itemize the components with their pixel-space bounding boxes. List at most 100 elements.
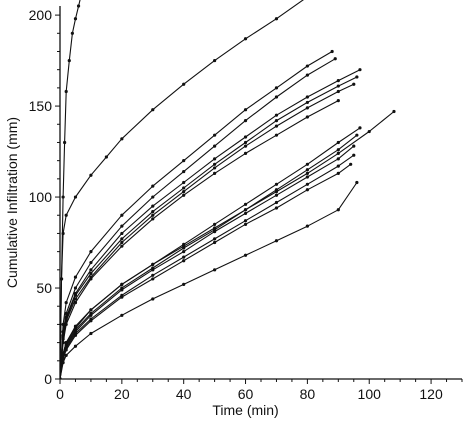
data-point xyxy=(120,237,124,241)
data-point xyxy=(274,113,279,117)
data-point xyxy=(213,237,217,241)
data-point xyxy=(64,348,68,352)
data-point xyxy=(213,166,217,170)
data-point xyxy=(274,188,279,192)
data-point xyxy=(151,184,155,188)
series-14 xyxy=(60,162,353,379)
x-tick-label: 40 xyxy=(176,386,192,402)
data-point xyxy=(89,331,93,336)
data-point xyxy=(274,124,279,128)
data-point xyxy=(73,17,78,21)
data-point xyxy=(151,277,155,281)
data-point xyxy=(151,273,155,277)
data-point xyxy=(60,277,64,281)
data-point xyxy=(76,4,81,8)
data-point xyxy=(151,195,155,199)
data-point xyxy=(305,168,309,172)
data-point xyxy=(151,268,155,272)
data-point xyxy=(151,262,155,266)
x-axis-title: Time (min) xyxy=(212,402,278,418)
series-line xyxy=(60,58,336,379)
data-point xyxy=(120,231,124,236)
data-point xyxy=(243,208,248,212)
data-point xyxy=(213,222,217,226)
x-tick-label: 0 xyxy=(56,386,64,402)
data-point xyxy=(89,173,93,177)
data-point xyxy=(213,230,217,234)
series-7 xyxy=(60,82,356,379)
data-point xyxy=(243,211,248,216)
data-point xyxy=(336,157,340,161)
data-point xyxy=(305,162,309,166)
series-layer xyxy=(60,0,396,379)
data-point xyxy=(67,58,71,63)
data-point xyxy=(355,75,359,79)
data-point xyxy=(352,153,356,157)
data-point xyxy=(305,95,309,99)
data-point xyxy=(243,219,248,223)
data-point xyxy=(336,164,340,168)
data-point xyxy=(358,126,362,130)
data-point xyxy=(151,217,155,221)
data-point xyxy=(367,129,371,134)
y-tick-label: 150 xyxy=(29,98,53,114)
data-point xyxy=(243,222,248,226)
data-point xyxy=(73,195,78,199)
data-point xyxy=(243,119,248,123)
series-12 xyxy=(60,144,356,379)
data-point xyxy=(120,313,124,317)
data-point xyxy=(336,99,340,103)
data-point xyxy=(73,324,78,328)
data-point xyxy=(213,157,217,161)
data-point xyxy=(64,322,68,327)
series-line xyxy=(60,163,352,379)
data-point xyxy=(151,210,155,214)
data-point xyxy=(392,109,396,114)
data-point xyxy=(120,240,124,245)
data-point xyxy=(336,208,340,212)
data-point xyxy=(120,295,124,299)
data-point xyxy=(73,293,78,297)
series-line xyxy=(60,76,358,379)
data-point xyxy=(274,95,279,99)
data-point xyxy=(274,86,279,90)
data-point xyxy=(243,135,248,139)
data-point xyxy=(61,341,65,345)
data-point xyxy=(73,344,78,348)
series-5 xyxy=(60,68,362,379)
data-point xyxy=(243,202,248,206)
data-point xyxy=(89,268,93,272)
data-point xyxy=(336,148,340,152)
series-15 xyxy=(60,180,359,379)
data-point xyxy=(336,140,340,145)
data-point xyxy=(243,151,248,155)
data-point xyxy=(120,137,124,141)
y-tick-label: 200 xyxy=(29,7,53,23)
data-point xyxy=(182,242,186,246)
data-point xyxy=(182,189,186,194)
x-tick-label: 20 xyxy=(114,386,130,402)
data-point xyxy=(182,82,186,86)
data-point xyxy=(182,169,186,174)
data-point xyxy=(89,308,93,312)
data-point xyxy=(182,255,186,259)
series-6 xyxy=(60,75,359,379)
series-11 xyxy=(60,133,359,379)
data-point xyxy=(349,162,353,166)
data-point xyxy=(333,57,337,61)
series-line xyxy=(60,83,355,379)
data-point xyxy=(274,133,279,137)
data-point xyxy=(305,175,309,179)
data-point xyxy=(336,151,340,155)
series-line xyxy=(60,134,358,379)
data-point xyxy=(120,213,124,217)
data-point xyxy=(243,108,248,112)
data-point xyxy=(336,89,340,94)
data-point xyxy=(151,213,155,217)
data-point xyxy=(213,268,217,272)
ticks-layer: 0 20 40 60 80 100 120 0 50 100 150 200 xyxy=(29,7,463,402)
data-point xyxy=(243,37,248,41)
data-point xyxy=(73,333,78,337)
data-point xyxy=(305,224,309,228)
